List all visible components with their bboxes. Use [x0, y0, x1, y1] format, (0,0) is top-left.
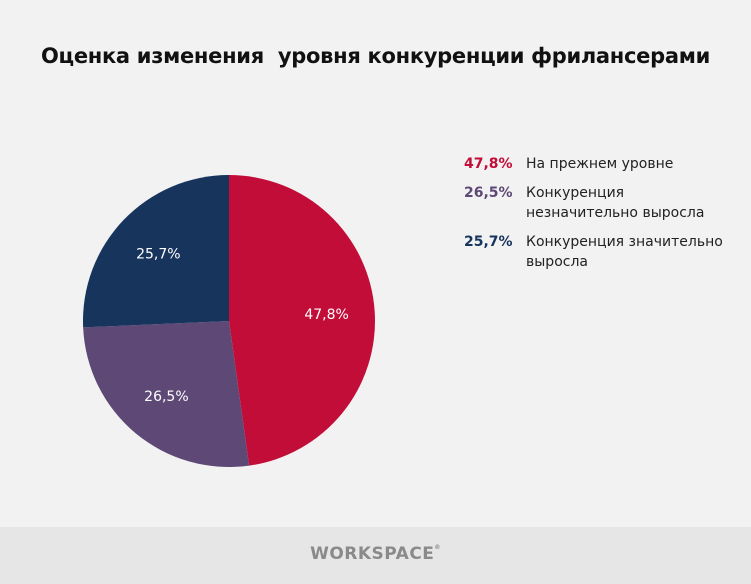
footer: WORKSPACE® [0, 527, 751, 584]
legend-label: Конкуренция значительно выросла [526, 234, 723, 270]
pie-slice [82, 175, 229, 328]
chart-title: Оценка изменения уровня конкуренции фрил… [41, 44, 710, 68]
pie-slice [229, 175, 375, 466]
legend-percent: 26,5% [464, 185, 513, 201]
legend-item: 25,7% Конкуренция значительно выросла [464, 232, 726, 272]
slice-label: 25,7% [136, 246, 180, 262]
legend-item: 26,5% Конкуренция незначительно выросла [464, 183, 726, 223]
legend-label: На прежнем уровне [526, 156, 674, 172]
pie-slice [83, 321, 250, 467]
legend-item: 47,8% На прежнем уровне [464, 154, 726, 174]
legend: 47,8% На прежнем уровне 26,5% Конкуренци… [464, 154, 726, 281]
legend-percent: 47,8% [464, 156, 513, 172]
pie-chart: 47,8% 26,5% 25,7% [82, 175, 375, 467]
slice-label: 47,8% [304, 307, 348, 323]
legend-percent: 25,7% [464, 234, 513, 250]
slice-label: 26,5% [144, 389, 188, 405]
workspace-logo: WORKSPACE® [310, 544, 441, 564]
legend-label: Конкуренция незначительно выросла [526, 185, 705, 221]
